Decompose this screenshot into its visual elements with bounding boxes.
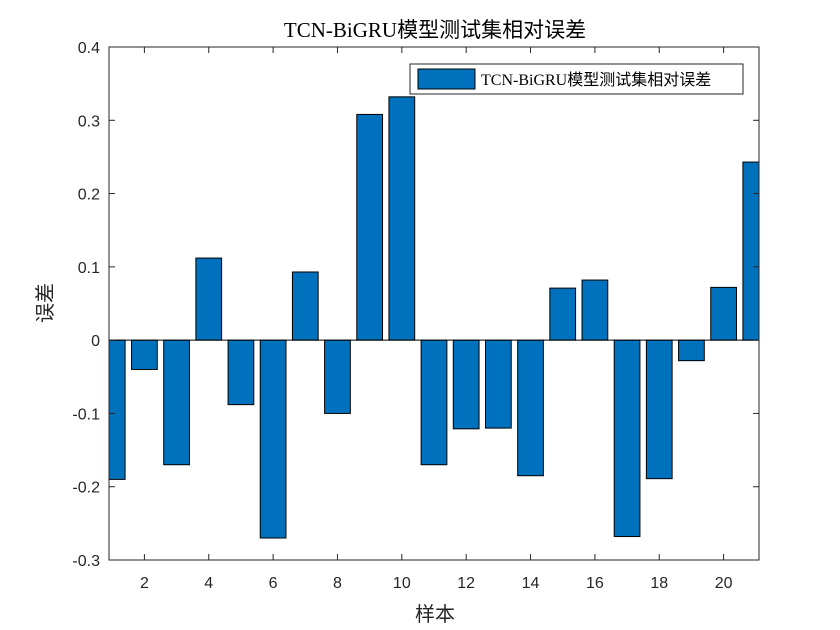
- y-tick-label: 0: [91, 333, 100, 350]
- y-tick-label: 0.4: [78, 40, 100, 57]
- x-tick-label: 14: [522, 575, 540, 592]
- bar-sample-5: [227, 339, 255, 406]
- x-axis-label: 样本: [415, 603, 455, 626]
- bar-sample-7: [291, 271, 319, 341]
- bar-sample-18: [645, 339, 673, 480]
- y-tick-label: -0.2: [72, 480, 100, 497]
- legend: TCN-BiGRU模型测试集相对误差: [409, 63, 744, 95]
- bar-sample-4: [195, 257, 223, 341]
- x-tick-label: 10: [393, 575, 411, 592]
- bar-sample-12: [452, 339, 480, 430]
- x-tick-label: 20: [715, 575, 733, 592]
- bar-sample-3: [163, 339, 190, 466]
- legend-swatch: [417, 68, 476, 90]
- legend-label: TCN-BiGRU模型测试集相对误差: [481, 71, 711, 89]
- x-tick-label: 12: [457, 575, 475, 592]
- bar-sample-20: [710, 286, 737, 341]
- y-axis: -0.3 -0.2 -0.1 0 0.1 0.2 0.3 0.4: [72, 40, 759, 570]
- bar-sample-9: [356, 113, 384, 341]
- bar-sample-19: [678, 339, 705, 362]
- y-tick-label: 0.3: [78, 113, 100, 130]
- x-tick-label: 16: [586, 575, 604, 592]
- y-tick-label: 0.2: [78, 187, 100, 204]
- bar-sample-14: [517, 339, 544, 477]
- y-tick-label: 0.1: [78, 260, 100, 277]
- bar-sample-11: [420, 339, 448, 466]
- bar-sample-6: [259, 339, 287, 539]
- x-tick-label: 6: [269, 575, 278, 592]
- bar-series: [109, 96, 759, 539]
- bar-sample-13: [484, 339, 512, 429]
- bar-sample-10: [388, 96, 416, 341]
- bar-sample-2: [131, 339, 158, 370]
- x-tick-label: 4: [204, 575, 213, 592]
- plot-area-frame: [108, 46, 760, 561]
- chart-title: TCN-BiGRU模型测试集相对误差: [284, 18, 586, 42]
- y-axis-label: 误差: [34, 283, 57, 323]
- x-tick-label: 8: [333, 575, 342, 592]
- bar-sample-17: [613, 339, 641, 538]
- y-tick-label: -0.3: [72, 553, 100, 570]
- bar-sample-16: [581, 279, 609, 341]
- y-tick-label: -0.1: [72, 406, 100, 423]
- bar-sample-15: [549, 287, 577, 341]
- bar-sample-8: [324, 339, 351, 414]
- x-tick-label: 2: [140, 575, 149, 592]
- x-axis: 2 4 6 8 10 12 14 16 18 20: [140, 47, 733, 592]
- x-tick-label: 18: [650, 575, 668, 592]
